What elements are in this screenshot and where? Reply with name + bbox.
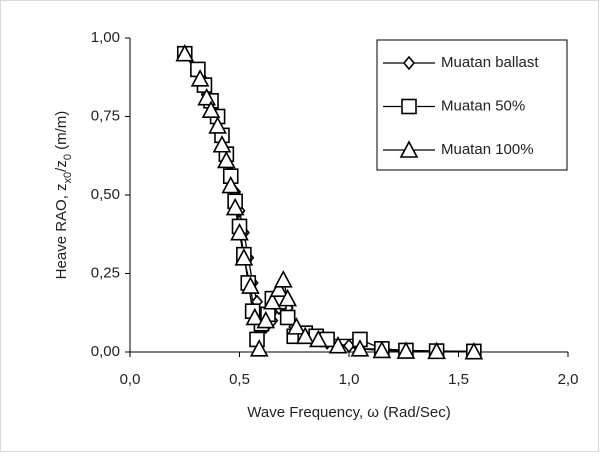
y-tick-label: 0,00: [91, 343, 120, 360]
triangle-marker: [212, 135, 232, 153]
triangle-marker: [464, 341, 484, 360]
triangle-marker: [249, 339, 269, 357]
y-tick-label: 0,25: [91, 264, 120, 281]
y-axis-title: Heave RAO, zx0/z0 (m/m): [53, 111, 74, 280]
triangle-marker: [399, 140, 419, 158]
triangle-marker: [256, 310, 276, 329]
triangle-marker: [201, 100, 221, 119]
x-tick-label: 1,0: [339, 371, 360, 388]
triangle-marker: [372, 340, 392, 359]
x-tick-label: 0,0: [120, 371, 141, 388]
diamond-marker: [402, 55, 416, 71]
triangle-marker: [309, 329, 328, 348]
triangle-marker: [190, 69, 210, 87]
x-tick-label: 0,5: [229, 371, 250, 388]
triangle-marker: [245, 307, 265, 326]
legend-label: Muatan 100%: [441, 141, 534, 158]
triangle-marker: [197, 87, 216, 106]
triangle-marker: [217, 150, 236, 169]
triangle-marker: [225, 197, 245, 216]
y-axis-title-part: (m/m): [53, 111, 70, 154]
triangle-marker: [396, 341, 416, 359]
triangle-marker: [350, 339, 370, 357]
triangle-marker: [175, 44, 195, 62]
triangle-marker: [328, 336, 348, 354]
y-tick-label: 0,75: [91, 107, 120, 124]
legend-label: Muatan 50%: [441, 97, 525, 114]
triangle-marker: [278, 288, 298, 307]
triangle-marker: [427, 341, 446, 360]
legend-label: Muatan ballast: [441, 54, 539, 71]
square-marker: [279, 309, 296, 326]
y-axis-title-part: 0: [62, 154, 74, 160]
triangle-marker: [295, 326, 315, 345]
square-marker: [401, 98, 417, 115]
triangle-marker: [269, 279, 289, 298]
y-tick-label: 1,00: [91, 29, 120, 46]
triangle-marker: [230, 222, 249, 241]
y-tick-label: 0,50: [91, 186, 120, 203]
triangle-marker: [263, 292, 282, 310]
x-tick-label: 1,5: [448, 371, 469, 388]
triangle-marker: [208, 116, 227, 134]
triangle-marker: [287, 317, 306, 335]
triangle-marker: [273, 270, 293, 288]
triangle-marker: [234, 248, 254, 266]
y-axis-title-part: Heave RAO, z: [53, 183, 70, 279]
y-axis-title-part: /z: [53, 160, 70, 172]
triangle-marker: [221, 175, 241, 194]
y-axis-title-part: x0: [62, 172, 74, 184]
triangle-marker: [241, 276, 260, 294]
x-axis-title: Wave Frequency, ω (Rad/Sec): [247, 404, 450, 421]
x-tick-label: 2,0: [558, 371, 579, 388]
